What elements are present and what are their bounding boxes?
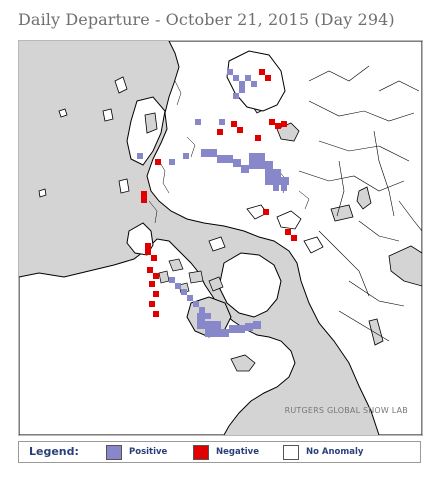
snow-anomaly-map: RUTGERS GLOBAL SNOW LAB	[18, 40, 423, 436]
inlet	[388, 245, 422, 287]
legend-swatch-no-anomaly	[283, 445, 299, 460]
islands-left	[38, 76, 130, 198]
arctic-island	[303, 236, 324, 254]
eurasia-landmass	[146, 41, 422, 435]
inlet	[368, 318, 384, 346]
country-borders	[298, 65, 422, 342]
great-lakes	[230, 354, 256, 372]
inlet	[330, 204, 354, 222]
page-title: Daily Departure - October 21, 2015 (Day …	[18, 10, 395, 29]
north-america-landmass	[19, 238, 296, 435]
legend-label-no-anomaly: No Anomaly	[306, 447, 364, 457]
greenland	[218, 252, 282, 318]
legend-swatch-negative	[193, 445, 209, 460]
inlet	[276, 122, 300, 142]
legend-label-negative: Negative	[216, 447, 259, 457]
sea-of-okhotsk	[144, 112, 158, 134]
arctic-island	[276, 210, 302, 230]
map-credit: RUTGERS GLOBAL SNOW LAB	[284, 406, 408, 415]
legend-title: Legend:	[29, 445, 79, 458]
negative-anomaly-cells	[141, 69, 297, 317]
arctic-island	[208, 236, 226, 252]
positive-anomaly-cells	[137, 69, 289, 337]
legend-label-positive: Positive	[129, 447, 168, 457]
inlet	[356, 186, 372, 210]
legend: Legend: Positive Negative No Anomaly	[18, 441, 421, 463]
coastline-details	[148, 80, 310, 224]
legend-swatch-positive	[106, 445, 122, 460]
